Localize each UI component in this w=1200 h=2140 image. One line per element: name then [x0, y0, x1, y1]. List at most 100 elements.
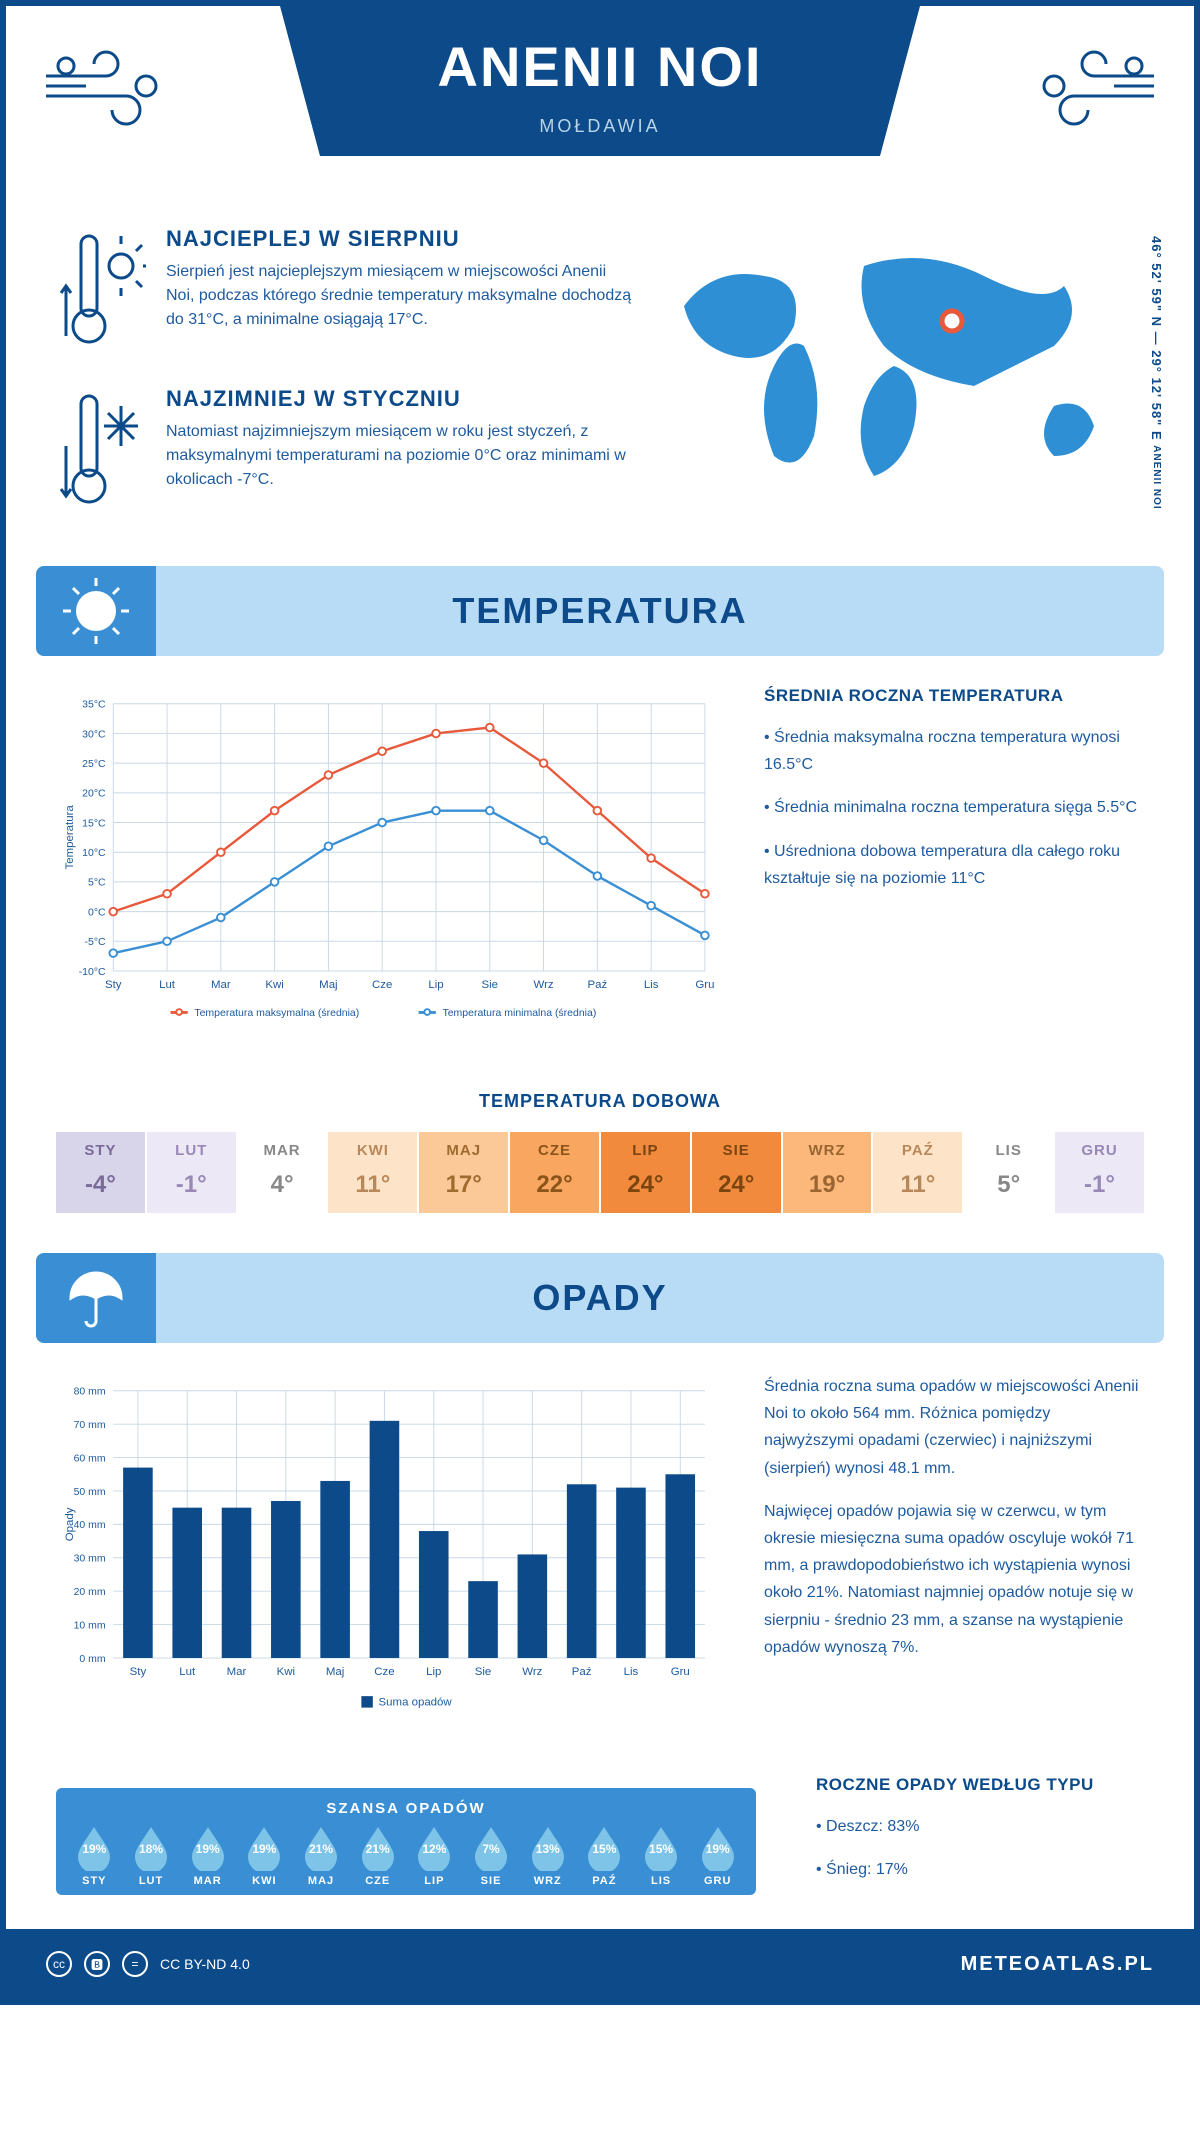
- svg-text:5°C: 5°C: [88, 878, 106, 889]
- svg-text:Mar: Mar: [211, 979, 231, 991]
- nd-icon: =: [122, 1951, 148, 1977]
- header: ANENII NOI MOŁDAWIA: [6, 6, 1194, 206]
- umbrella-icon: [36, 1253, 156, 1343]
- svg-text:30 mm: 30 mm: [74, 1554, 106, 1565]
- svg-text:Lis: Lis: [644, 979, 659, 991]
- precipitation-chart: 0 mm10 mm20 mm30 mm40 mm50 mm60 mm70 mm8…: [56, 1373, 724, 1738]
- svg-text:Lip: Lip: [426, 1666, 441, 1678]
- svg-text:Lip: Lip: [428, 979, 443, 991]
- daily-cell: LIP24°: [601, 1132, 692, 1213]
- daily-temp-title: TEMPERATURA DOBOWA: [6, 1091, 1194, 1112]
- thermometer-cold-icon: [56, 386, 146, 516]
- daily-cell: STY-4°: [56, 1132, 147, 1213]
- chance-item: 19%GRU: [689, 1825, 746, 1887]
- svg-text:Temperatura maksymalna (średni: Temperatura maksymalna (średnia): [194, 1008, 359, 1019]
- svg-text:Maj: Maj: [319, 979, 337, 991]
- svg-text:Temperatura minimalna (średnia: Temperatura minimalna (średnia): [442, 1008, 596, 1019]
- chance-item: 19%STY: [66, 1825, 123, 1887]
- precip-type-box: ROCZNE OPADY WEDŁUG TYPU • Deszcz: 83% •…: [766, 1775, 1146, 1929]
- svg-text:Kwi: Kwi: [277, 1666, 295, 1678]
- chance-item: 21%MAJ: [293, 1825, 350, 1887]
- chance-item: 19%MAR: [179, 1825, 236, 1887]
- svg-text:50 mm: 50 mm: [74, 1487, 106, 1498]
- temperature-header: TEMPERATURA: [36, 566, 1164, 656]
- temp-summary-title: ŚREDNIA ROCZNA TEMPERATURA: [764, 686, 1144, 706]
- svg-text:Paź: Paź: [572, 1666, 592, 1678]
- daily-cell: MAJ17°: [419, 1132, 510, 1213]
- svg-text:30°C: 30°C: [82, 729, 106, 740]
- svg-text:Gru: Gru: [671, 1666, 690, 1678]
- svg-text:Cze: Cze: [374, 1666, 394, 1678]
- daily-cell: LUT-1°: [147, 1132, 238, 1213]
- by-icon: 🅱: [84, 1951, 110, 1977]
- temperature-summary: ŚREDNIA ROCZNA TEMPERATURA • Średnia mak…: [764, 686, 1144, 1051]
- svg-text:Opady: Opady: [64, 1507, 76, 1541]
- daily-cell: KWI11°: [328, 1132, 419, 1213]
- chance-item: 12%LIP: [406, 1825, 463, 1887]
- warmest-block: NAJCIEPLEJ W SIERPNIU Sierpień jest najc…: [56, 226, 634, 356]
- svg-text:Sty: Sty: [130, 1666, 147, 1678]
- precipitation-summary: Średnia roczna suma opadów w miejscowośc…: [764, 1373, 1144, 1738]
- warmest-title: NAJCIEPLEJ W SIERPNIU: [166, 226, 634, 252]
- coldest-title: NAJZIMNIEJ W STYCZNIU: [166, 386, 634, 412]
- svg-text:10°C: 10°C: [82, 848, 106, 859]
- svg-text:35°C: 35°C: [82, 700, 106, 711]
- svg-text:Maj: Maj: [326, 1666, 344, 1678]
- sun-icon: [36, 566, 156, 656]
- svg-text:Sie: Sie: [475, 1666, 492, 1678]
- temp-bullet: • Uśredniona dobowa temperatura dla całe…: [764, 838, 1144, 892]
- svg-text:80 mm: 80 mm: [74, 1387, 106, 1398]
- precip-chance-box: SZANSA OPADÓW 19%STY18%LUT19%MAR19%KWI21…: [56, 1788, 756, 1895]
- coordinates: 46° 52' 59" N — 29° 12' 58" E ANENII NOI: [1149, 236, 1164, 510]
- license: cc 🅱 = CC BY-ND 4.0: [46, 1951, 250, 1977]
- svg-text:Lut: Lut: [159, 979, 176, 991]
- temperature-chart: -10°C-5°C0°C5°C10°C15°C20°C25°C30°C35°CS…: [56, 686, 724, 1051]
- site-name: METEOATLAS.PL: [961, 1953, 1154, 1976]
- license-text: CC BY-ND 4.0: [160, 1956, 250, 1972]
- svg-text:0 mm: 0 mm: [79, 1654, 105, 1665]
- daily-cell: WRZ19°: [783, 1132, 874, 1213]
- daily-cell: LIS5°: [964, 1132, 1055, 1213]
- chance-item: 19%KWI: [236, 1825, 293, 1887]
- svg-text:25°C: 25°C: [82, 759, 106, 770]
- svg-text:Temperatura: Temperatura: [64, 805, 76, 870]
- svg-text:0°C: 0°C: [88, 907, 106, 918]
- daily-cell: CZE22°: [510, 1132, 601, 1213]
- svg-text:Lis: Lis: [624, 1666, 639, 1678]
- svg-text:Sty: Sty: [105, 979, 122, 991]
- precip-type-item: • Deszcz: 83%: [816, 1813, 1096, 1840]
- footer: cc 🅱 = CC BY-ND 4.0 METEOATLAS.PL: [6, 1929, 1194, 1999]
- svg-text:Paź: Paź: [587, 979, 607, 991]
- wind-icon: [36, 36, 176, 136]
- warmest-body: Sierpień jest najcieplejszym miesiącem w…: [166, 260, 634, 332]
- chance-item: 13%WRZ: [519, 1825, 576, 1887]
- page: ANENII NOI MOŁDAWIA: [0, 0, 1200, 2005]
- svg-text:Suma opadów: Suma opadów: [379, 1697, 453, 1709]
- coldest-block: NAJZIMNIEJ W STYCZNIU Natomiast najzimni…: [56, 386, 634, 516]
- precipitation-title: OPADY: [532, 1277, 667, 1319]
- temp-bullet: • Średnia maksymalna roczna temperatura …: [764, 724, 1144, 778]
- chance-item: 15%PAŹ: [576, 1825, 633, 1887]
- svg-text:40 mm: 40 mm: [74, 1520, 106, 1531]
- svg-text:Cze: Cze: [372, 979, 392, 991]
- precipitation-header: OPADY: [36, 1253, 1164, 1343]
- daily-cell: MAR4°: [238, 1132, 329, 1213]
- svg-text:70 mm: 70 mm: [74, 1420, 106, 1431]
- svg-text:20 mm: 20 mm: [74, 1587, 106, 1598]
- coldest-body: Natomiast najzimniejszym miesiącem w rok…: [166, 420, 634, 492]
- svg-text:Lut: Lut: [179, 1666, 196, 1678]
- precip-p1: Średnia roczna suma opadów w miejscowośc…: [764, 1373, 1144, 1482]
- daily-temp-grid: STY-4°LUT-1°MAR4°KWI11°MAJ17°CZE22°LIP24…: [56, 1132, 1144, 1213]
- cc-icon: cc: [46, 1951, 72, 1977]
- world-map: 46° 52' 59" N — 29° 12' 58" E ANENII NOI: [664, 226, 1144, 546]
- coords-value: 46° 52' 59" N — 29° 12' 58" E: [1149, 236, 1164, 441]
- svg-text:Wrz: Wrz: [533, 979, 553, 991]
- daily-cell: SIE24°: [692, 1132, 783, 1213]
- svg-text:-10°C: -10°C: [79, 967, 106, 978]
- svg-text:-5°C: -5°C: [85, 937, 107, 948]
- chance-item: 7%SIE: [463, 1825, 520, 1887]
- chance-title: SZANSA OPADÓW: [56, 1800, 756, 1817]
- page-subtitle: MOŁDAWIA: [539, 116, 660, 137]
- svg-text:Kwi: Kwi: [265, 979, 283, 991]
- svg-text:Gru: Gru: [695, 979, 714, 991]
